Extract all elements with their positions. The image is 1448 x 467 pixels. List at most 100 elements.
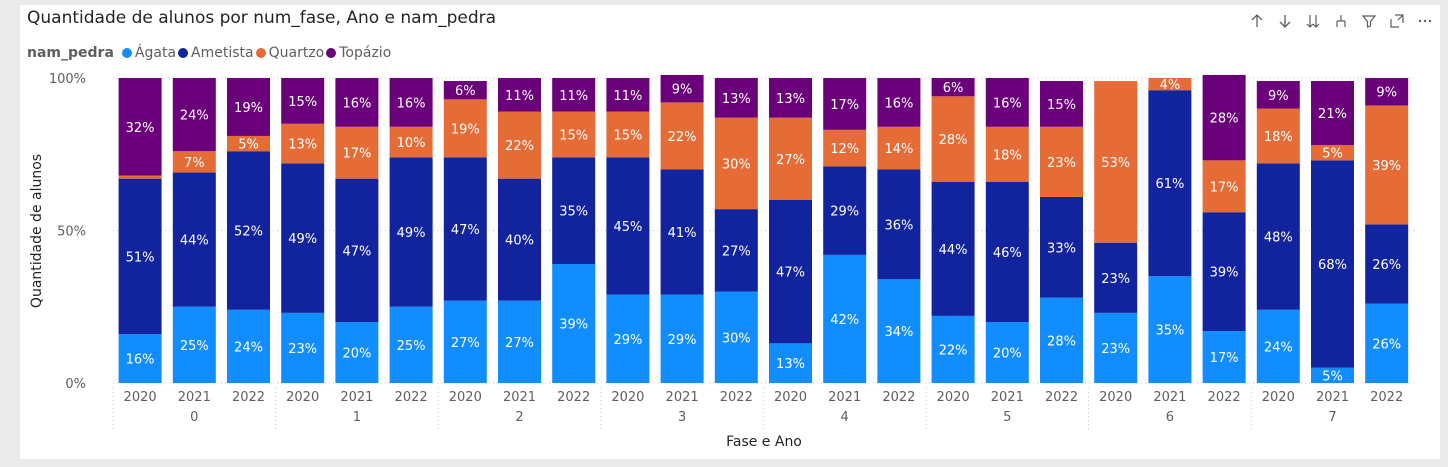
bar-segment-ágata[interactable]: [443, 300, 487, 383]
bar-segment-quartzo[interactable]: [498, 111, 541, 179]
bar-segment-quartzo[interactable]: [227, 135, 270, 152]
bar-segment-ametista[interactable]: [335, 178, 379, 322]
bar-segment-ametista[interactable]: [877, 169, 921, 280]
bar-segment-ágata[interactable]: [769, 343, 812, 383]
bar-segment-topázio[interactable]: [1202, 74, 1246, 161]
bar-segment-ametista[interactable]: [1311, 160, 1354, 368]
bar-segment-ametista[interactable]: [1148, 90, 1192, 277]
bar-segment-ágata[interactable]: [1202, 331, 1246, 383]
bar-segment-quartzo[interactable]: [1365, 105, 1409, 225]
bar-segment-quartzo[interactable]: [1256, 108, 1300, 164]
bar-segment-topázio[interactable]: [335, 78, 379, 127]
bar-segment-quartzo[interactable]: [985, 126, 1029, 182]
bar-segment-ágata[interactable]: [1256, 309, 1300, 383]
bar-segment-ametista[interactable]: [1202, 212, 1246, 332]
bar-segment-topázio[interactable]: [660, 74, 704, 103]
bar-segment-ágata[interactable]: [1311, 367, 1354, 383]
bar-segment-topázio[interactable]: [389, 78, 433, 127]
bar-segment-ametista[interactable]: [389, 157, 433, 307]
bar-segment-topázio[interactable]: [1311, 81, 1354, 146]
bar-segment-ágata[interactable]: [931, 315, 975, 383]
bar-segment-topázio[interactable]: [931, 78, 975, 97]
bar-segment-topázio[interactable]: [1256, 81, 1300, 109]
more-options-icon[interactable]: [1414, 10, 1436, 32]
bar-segment-ametista[interactable]: [1040, 196, 1083, 298]
bar-segment-topázio[interactable]: [118, 78, 162, 176]
bar-segment-topázio[interactable]: [443, 81, 487, 100]
bar-segment-ágata[interactable]: [714, 291, 758, 384]
bar-segment-topázio[interactable]: [172, 78, 216, 152]
bar-segment-quartzo[interactable]: [281, 123, 325, 164]
bar-segment-ágata[interactable]: [389, 306, 433, 383]
bar-segment-topázio[interactable]: [1040, 81, 1083, 127]
focus-mode-icon[interactable]: [1386, 10, 1408, 32]
bar-segment-topázio[interactable]: [714, 78, 758, 118]
bar-segment-ametista[interactable]: [1256, 163, 1300, 310]
bar-segment-topázio[interactable]: [1365, 78, 1409, 106]
bar-segment-quartzo[interactable]: [1311, 145, 1354, 161]
legend-item-agata[interactable]: Ágata: [121, 45, 176, 61]
bar-segment-ametista[interactable]: [281, 163, 325, 313]
filter-icon[interactable]: [1358, 10, 1380, 32]
bar-segment-topázio[interactable]: [498, 78, 541, 112]
bar-segment-topázio[interactable]: [552, 78, 596, 112]
bar-segment-ametista[interactable]: [714, 209, 758, 292]
bar-segment-ametista[interactable]: [1094, 242, 1138, 313]
bar-segment-ágata[interactable]: [823, 254, 867, 383]
bar-segment-quartzo[interactable]: [552, 111, 596, 158]
bar-segment-ametista[interactable]: [606, 157, 650, 295]
bar-segment-quartzo[interactable]: [1202, 160, 1246, 213]
bar-segment-ágata[interactable]: [1148, 276, 1192, 383]
bar-segment-ametista[interactable]: [769, 200, 812, 344]
bar-segment-ágata[interactable]: [552, 264, 596, 383]
bar-segment-topázio[interactable]: [985, 78, 1029, 127]
bar-segment-ágata[interactable]: [1094, 312, 1138, 383]
bar-segment-ametista[interactable]: [660, 169, 704, 295]
bar-segment-topázio[interactable]: [606, 78, 650, 112]
bar-segment-quartzo[interactable]: [1148, 78, 1192, 91]
bar-segment-ágata[interactable]: [877, 279, 921, 383]
bar-segment-ágata[interactable]: [118, 334, 162, 383]
bar-segment-ágata[interactable]: [1040, 297, 1083, 383]
bar-segment-ágata[interactable]: [335, 322, 379, 383]
expand-all-down-icon[interactable]: [1302, 10, 1324, 32]
bar-segment-quartzo[interactable]: [1040, 126, 1083, 197]
sort-ascending-icon[interactable]: [1246, 10, 1268, 32]
bar-segment-quartzo[interactable]: [877, 126, 921, 170]
sort-descending-icon[interactable]: [1274, 10, 1296, 32]
bar-segment-quartzo[interactable]: [606, 111, 650, 158]
bar-segment-ágata[interactable]: [281, 312, 325, 383]
bar-segment-quartzo[interactable]: [769, 117, 812, 200]
bar-segment-ametista[interactable]: [118, 178, 162, 335]
bar-segment-topázio[interactable]: [281, 78, 325, 124]
bar-segment-quartzo[interactable]: [118, 175, 162, 179]
bar-segment-ágata[interactable]: [606, 294, 650, 383]
legend-item-quartzo[interactable]: Quartzo: [255, 45, 324, 61]
bar-segment-ágata[interactable]: [172, 306, 216, 383]
bar-segment-ágata[interactable]: [1365, 303, 1409, 383]
bar-segment-quartzo[interactable]: [443, 99, 487, 158]
bar-segment-ametista[interactable]: [1365, 224, 1409, 304]
bar-segment-ametista[interactable]: [985, 181, 1029, 322]
bar-segment-quartzo[interactable]: [389, 126, 433, 158]
bar-segment-topázio[interactable]: [877, 78, 921, 127]
bar-segment-ágata[interactable]: [985, 322, 1029, 383]
bar-segment-ametista[interactable]: [227, 151, 270, 310]
bar-segment-ágata[interactable]: [660, 294, 704, 383]
bar-segment-quartzo[interactable]: [335, 126, 379, 179]
bar-segment-topázio[interactable]: [769, 78, 812, 118]
bar-segment-ametista[interactable]: [823, 166, 867, 255]
bar-segment-quartzo[interactable]: [931, 96, 975, 182]
drill-down-icon[interactable]: [1330, 10, 1352, 32]
bar-segment-quartzo[interactable]: [172, 151, 216, 173]
bar-segment-quartzo[interactable]: [823, 129, 867, 167]
bar-segment-ametista[interactable]: [552, 157, 596, 265]
legend-item-ametista[interactable]: Ametista: [178, 45, 254, 61]
legend-item-topazio[interactable]: Topázio: [326, 45, 391, 61]
bar-segment-ametista[interactable]: [443, 157, 487, 301]
bar-segment-topázio[interactable]: [227, 78, 270, 136]
bar-segment-ágata[interactable]: [227, 309, 270, 383]
bar-segment-quartzo[interactable]: [660, 102, 704, 170]
bar-segment-ametista[interactable]: [172, 172, 216, 307]
bar-segment-ágata[interactable]: [498, 300, 541, 383]
